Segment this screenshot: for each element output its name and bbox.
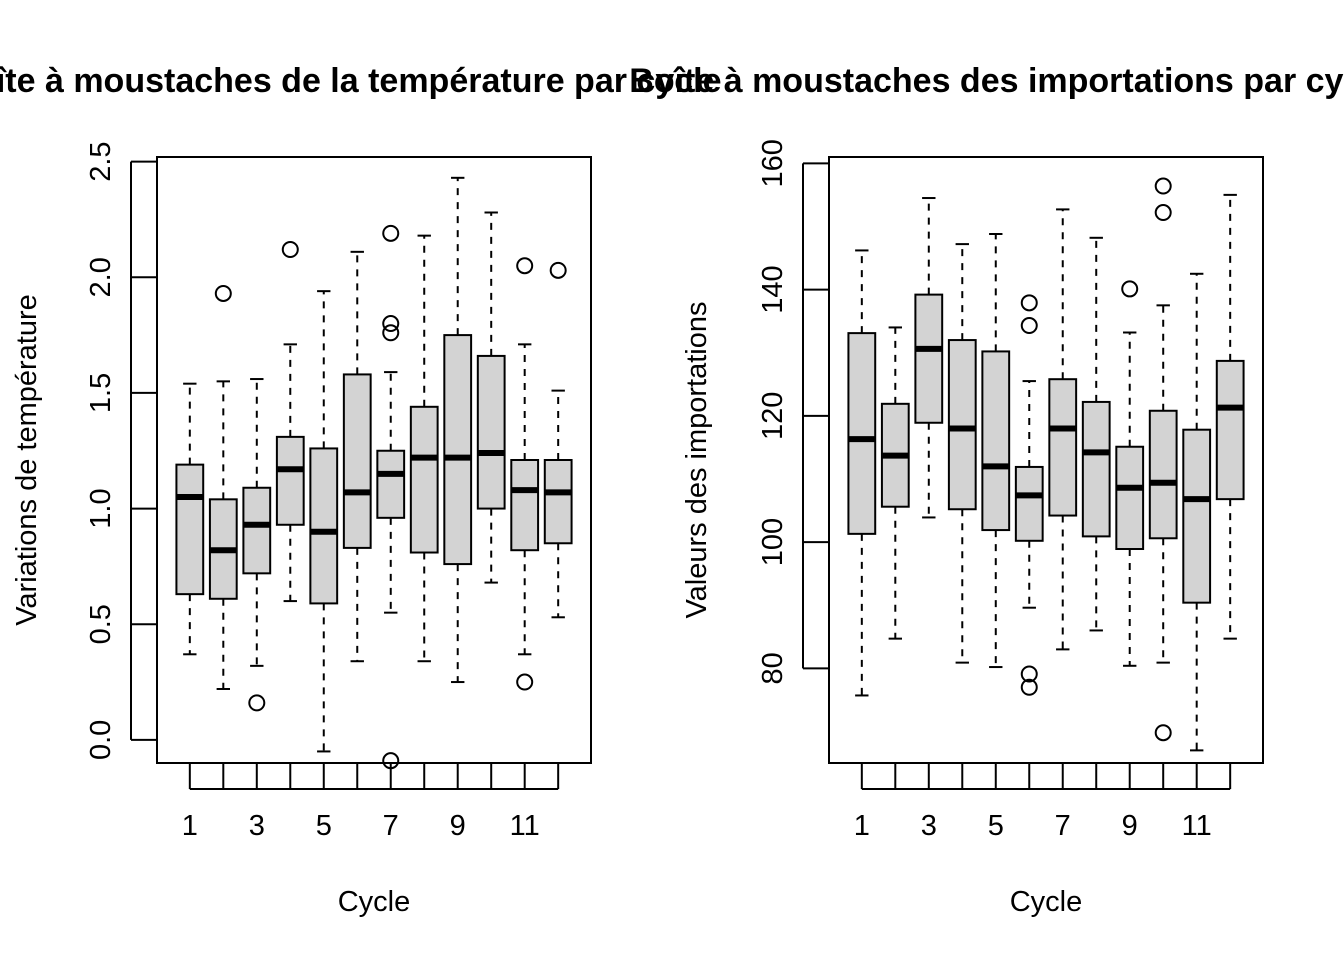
x-axis-label: Cycle <box>338 886 411 918</box>
x-tick-label: 9 <box>450 810 466 842</box>
box-cycle-3 <box>242 378 272 712</box>
outlier-point <box>382 224 400 242</box>
chart-title: Boîte à moustaches de la température par… <box>0 62 721 100</box>
outlier-point <box>1020 317 1038 335</box>
outlier-point <box>516 673 534 691</box>
box-cycle-5 <box>981 233 1011 669</box>
x-tick-label: 3 <box>249 810 265 842</box>
x-tick-label: 3 <box>921 810 937 842</box>
box-cycle-10 <box>476 211 506 584</box>
iqr-box <box>1048 378 1078 517</box>
iqr-box <box>476 354 506 510</box>
box-cycle-7 <box>376 224 406 770</box>
iqr-box <box>376 449 406 519</box>
x-tick-label: 5 <box>988 810 1004 842</box>
x-axis-label: Cycle <box>1010 886 1083 918</box>
box-cycle-3 <box>914 197 944 519</box>
iqr-box <box>409 405 439 554</box>
iqr-box <box>275 435 305 526</box>
x-tick-label: 1 <box>182 810 198 842</box>
y-tick-label: 2.0 <box>85 257 117 297</box>
box-cycle-1 <box>175 382 205 656</box>
box-cycle-11 <box>1182 272 1212 752</box>
iqr-box <box>309 447 339 605</box>
box-cycle-5 <box>309 290 339 753</box>
iqr-box <box>981 350 1011 532</box>
outlier-point <box>214 284 232 302</box>
outlier-point <box>382 752 400 770</box>
iqr-box <box>1014 465 1044 542</box>
y-tick-label: 1.0 <box>85 488 117 528</box>
iqr-box <box>443 334 473 566</box>
iqr-box <box>510 459 540 552</box>
outlier-point <box>382 315 400 333</box>
box-cycle-2 <box>880 326 910 640</box>
x-tick-label: 9 <box>1122 810 1138 842</box>
iqr-box <box>342 373 372 549</box>
iqr-box <box>1081 400 1111 538</box>
box-cycle-2 <box>208 284 238 690</box>
outlier-point <box>1020 678 1038 696</box>
outlier-point <box>1154 177 1172 195</box>
x-tick-label: 7 <box>1055 810 1071 842</box>
box-cycle-9 <box>443 176 473 684</box>
y-tick-label: 140 <box>757 265 789 313</box>
y-tick-label: 160 <box>757 139 789 187</box>
y-tick-label: 100 <box>757 518 789 566</box>
outlier-point <box>1121 280 1139 298</box>
y-tick-label: 0.0 <box>85 720 117 760</box>
chart-title: Boîte à moustaches des importations par … <box>629 62 1344 100</box>
x-tick-label: 7 <box>383 810 399 842</box>
outlier-point <box>516 257 534 275</box>
outlier-point <box>1154 204 1172 222</box>
box-cycle-6 <box>1014 294 1044 696</box>
box-cycle-6 <box>342 250 372 663</box>
box-cycle-4 <box>275 241 305 603</box>
iqr-box <box>1215 359 1245 501</box>
plot-frame <box>156 156 592 764</box>
outlier-point <box>281 241 299 259</box>
y-tick-label: 0.5 <box>85 604 117 644</box>
box-cycle-8 <box>409 234 439 663</box>
box-cycle-11 <box>510 257 540 691</box>
x-tick-label: 11 <box>510 810 540 842</box>
outlier-point <box>1154 724 1172 742</box>
box-cycle-8 <box>1081 236 1111 632</box>
iqr-box <box>175 463 205 596</box>
plot-frame <box>828 156 1264 764</box>
box-cycle-10 <box>1148 177 1178 742</box>
box-cycle-4 <box>947 243 977 664</box>
iqr-box <box>947 339 977 511</box>
outlier-point <box>248 694 266 712</box>
iqr-box <box>1148 409 1178 540</box>
box-cycle-7 <box>1048 208 1078 651</box>
iqr-box <box>242 486 272 575</box>
x-tick-label: 1 <box>854 810 870 842</box>
iqr-box <box>847 332 877 535</box>
x-tick-label: 5 <box>316 810 332 842</box>
y-axis-label: Variations de température <box>11 294 43 626</box>
imports-boxplot-panel: Boîte à moustaches des importations par … <box>629 62 1344 918</box>
iqr-box <box>914 293 944 424</box>
y-tick-label: 120 <box>757 392 789 440</box>
outlier-point <box>1020 294 1038 312</box>
outlier-point <box>382 324 400 342</box>
y-tick-label: 80 <box>757 652 789 684</box>
temperature-boxplot-panel: Boîte à moustaches de la température par… <box>0 62 721 918</box>
y-tick-label: 2.5 <box>85 141 117 181</box>
iqr-box <box>1115 445 1145 551</box>
iqr-box <box>1182 428 1212 604</box>
outlier-point <box>1020 665 1038 683</box>
outlier-point <box>549 261 567 279</box>
box-cycle-12 <box>543 261 573 619</box>
x-tick-label: 11 <box>1182 810 1212 842</box>
y-tick-label: 1.5 <box>85 373 117 413</box>
iqr-box <box>543 459 573 545</box>
box-cycle-12 <box>1215 193 1245 640</box>
y-axis-label: Valeurs des importations <box>681 301 713 618</box>
box-cycle-9 <box>1115 280 1145 667</box>
box-cycle-1 <box>847 249 877 697</box>
